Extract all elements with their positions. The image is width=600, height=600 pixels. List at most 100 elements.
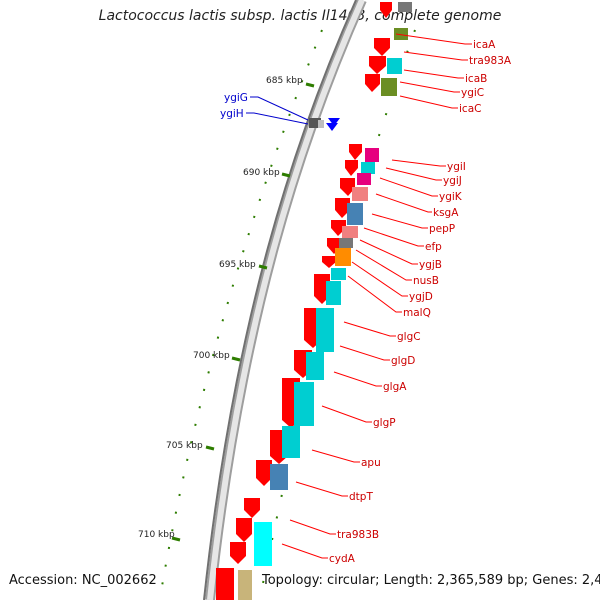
leader-line bbox=[289, 519, 336, 535]
gene-label[interactable]: malQ bbox=[403, 307, 431, 319]
track-dotted-line bbox=[259, 29, 416, 599]
gene-label[interactable]: icaB bbox=[465, 73, 487, 85]
tick-label-705: 705 kbp bbox=[166, 441, 203, 451]
gene-feature-lightgrey[interactable] bbox=[318, 120, 324, 128]
gene-label[interactable]: glgP bbox=[373, 417, 396, 429]
gene-label[interactable]: ygiG bbox=[224, 92, 248, 104]
gene-arrow[interactable] bbox=[327, 238, 342, 254]
leader-line bbox=[379, 177, 438, 197]
leader-line bbox=[281, 543, 328, 559]
cog-band-salmon[interactable] bbox=[342, 226, 358, 238]
leader-line bbox=[395, 33, 472, 45]
leader-line bbox=[343, 321, 396, 337]
gene-label[interactable]: cydA bbox=[329, 553, 356, 565]
leader-line bbox=[250, 96, 309, 121]
accession-text: Accession: NC_002662 bbox=[9, 573, 157, 588]
cog-band-grey[interactable] bbox=[339, 238, 353, 248]
leader-line bbox=[359, 239, 418, 265]
gene-arrow[interactable] bbox=[335, 198, 350, 218]
tick-label-690: 690 kbp bbox=[243, 168, 280, 178]
leader-lines-left bbox=[246, 96, 309, 125]
gene-label[interactable]: pepP bbox=[429, 223, 455, 235]
cog-band-magenta[interactable] bbox=[365, 148, 379, 162]
gene-arrow[interactable] bbox=[365, 74, 380, 92]
cog-band-cyan[interactable] bbox=[326, 281, 341, 305]
gene-arrow[interactable] bbox=[236, 518, 252, 542]
gene-arrow[interactable] bbox=[331, 220, 346, 236]
gene-label[interactable]: icaA bbox=[473, 39, 496, 51]
cog-band-salmon[interactable] bbox=[352, 187, 368, 201]
cog-band-cyan[interactable] bbox=[316, 308, 334, 352]
gene-arrow[interactable] bbox=[374, 38, 390, 56]
backbone-edge bbox=[203, 0, 357, 600]
gene-label[interactable]: ygiC bbox=[461, 87, 484, 99]
cog-band-magenta[interactable] bbox=[357, 173, 371, 185]
gene-label[interactable]: dtpT bbox=[349, 491, 373, 503]
gene-label[interactable]: glgA bbox=[383, 381, 407, 393]
cog-band-olive[interactable] bbox=[394, 28, 408, 40]
gene-label[interactable]: apu bbox=[361, 457, 381, 469]
cog-band-cyan[interactable] bbox=[387, 58, 402, 74]
gene-label[interactable]: ygjD bbox=[409, 291, 433, 303]
leader-line bbox=[375, 193, 432, 213]
cog-band-cyan[interactable] bbox=[361, 162, 375, 174]
gene-label[interactable]: ygiH bbox=[220, 108, 244, 120]
gene-label[interactable]: glgD bbox=[391, 355, 415, 367]
tick-label-700: 700 kbp bbox=[193, 351, 230, 361]
gene-arrows bbox=[216, 2, 392, 600]
gene-arrow[interactable] bbox=[216, 568, 234, 600]
gene-arrow[interactable] bbox=[345, 160, 358, 176]
gene-label[interactable]: icaC bbox=[459, 103, 481, 115]
gene-arrow[interactable] bbox=[369, 56, 386, 74]
leader-line bbox=[385, 167, 442, 181]
gene-arrow[interactable] bbox=[256, 460, 272, 486]
cog-band-cyan[interactable] bbox=[282, 426, 300, 458]
tick-mark bbox=[305, 82, 315, 88]
cog-band-steelblue[interactable] bbox=[347, 203, 363, 225]
gene-feature-grey[interactable] bbox=[309, 118, 321, 128]
gene-arrow-blue[interactable] bbox=[326, 123, 338, 131]
gene-label[interactable]: glgC bbox=[397, 331, 421, 343]
gene-arrow[interactable] bbox=[340, 178, 355, 196]
cog-band-steelblue[interactable] bbox=[270, 464, 288, 490]
gene-label[interactable]: efp bbox=[425, 241, 442, 253]
leader-line bbox=[311, 449, 360, 463]
tick-label-710: 710 kbp bbox=[138, 530, 175, 540]
cog-band-olive[interactable] bbox=[381, 78, 397, 96]
gene-label[interactable]: ygiK bbox=[439, 191, 463, 203]
cog-band-grey[interactable] bbox=[398, 2, 412, 12]
gene-label[interactable]: ygjB bbox=[419, 259, 442, 271]
cog-band-cyan[interactable] bbox=[294, 382, 314, 426]
leader-line bbox=[399, 81, 460, 93]
tick-mark bbox=[171, 536, 181, 542]
leader-line bbox=[399, 95, 458, 109]
cog-band-tan[interactable] bbox=[238, 570, 252, 600]
tick-label-685: 685 kbp bbox=[266, 76, 303, 86]
gene-label[interactable]: ygiJ bbox=[443, 175, 462, 187]
leader-line bbox=[339, 345, 390, 361]
gene-label[interactable]: ksgA bbox=[433, 207, 459, 219]
leader-lines-right bbox=[281, 33, 472, 559]
gene-labels-right: icaA tra983A icaB ygiC icaC ygiI ygiJ yg… bbox=[329, 39, 512, 565]
leader-line bbox=[391, 159, 446, 167]
cog-band-cyan[interactable] bbox=[331, 268, 346, 280]
gene-label[interactable]: tra983A bbox=[469, 55, 512, 67]
cog-band-cyan[interactable] bbox=[306, 352, 324, 380]
cog-bands bbox=[238, 2, 412, 600]
gene-label[interactable]: tra983B bbox=[337, 529, 379, 541]
gene-arrow-blue[interactable] bbox=[328, 118, 340, 126]
cog-band-orange[interactable] bbox=[335, 248, 351, 266]
cog-band-cyan[interactable] bbox=[254, 522, 272, 566]
gene-label[interactable]: ygiI bbox=[447, 161, 466, 173]
gene-arrow[interactable] bbox=[349, 144, 362, 160]
gene-arrow[interactable] bbox=[322, 256, 336, 268]
leader-line bbox=[347, 275, 402, 313]
gene-arrow[interactable] bbox=[244, 498, 260, 518]
gene-arrow[interactable] bbox=[230, 542, 246, 564]
leader-line bbox=[403, 69, 464, 79]
gene-arrow[interactable] bbox=[380, 2, 392, 18]
gene-label[interactable]: nusB bbox=[413, 275, 439, 287]
leader-line bbox=[371, 213, 428, 229]
leader-line bbox=[321, 405, 372, 423]
